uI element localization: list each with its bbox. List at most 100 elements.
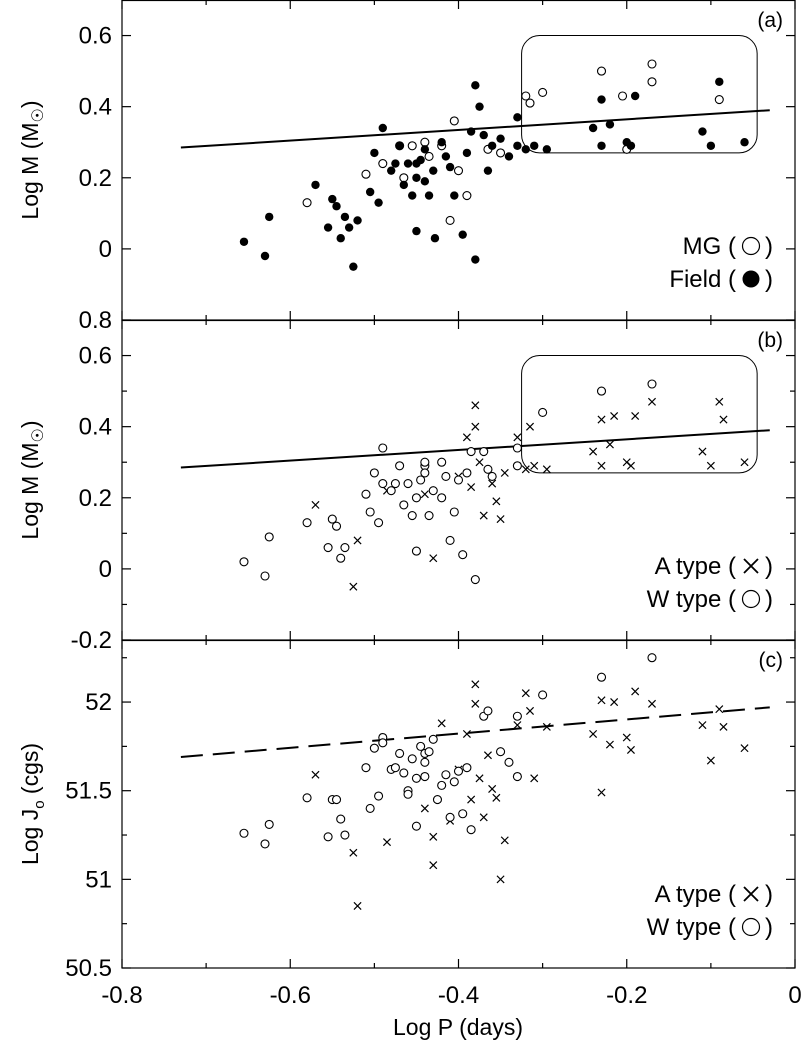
panel-c-a-type-point: [610, 698, 619, 707]
panel-a-field-point: [706, 141, 716, 150]
legend-filled-circle-icon: [742, 270, 760, 288]
panel-a-highlight-box: [521, 35, 758, 154]
panel-a-field-point: [466, 127, 476, 136]
panel-a-field-point: [597, 95, 606, 104]
panel-a-field-point: [740, 138, 749, 147]
panel-b-ytick-label: 0.6: [79, 343, 112, 370]
panel-b-w-type-point: [479, 447, 489, 457]
panel-a-field-point: [458, 230, 467, 239]
panel-a-field-point: [471, 255, 480, 264]
panel-b-w-type-point: [361, 489, 371, 499]
panel-c-a-type-point: [597, 788, 606, 797]
panel-a-field-point: [542, 145, 552, 154]
panel-b-w-type-point: [260, 571, 270, 581]
panel-a-mg-point: [617, 91, 628, 101]
panel-c-w-type-point: [365, 803, 375, 813]
panel-c-legend-label: W type (: [647, 914, 736, 941]
panel-c-w-type-point: [504, 757, 514, 767]
sun-symbol-icon: ☉: [30, 428, 47, 442]
panel-b-w-type-point: [458, 550, 468, 560]
panel-a-field-point: [605, 120, 615, 129]
panel-c-w-type-point: [496, 747, 506, 757]
panel-c-legend-close: ): [765, 914, 773, 941]
panel-a-field-point: [378, 123, 387, 133]
panel-c-w-type-point: [411, 773, 421, 783]
panel-c-a-type-point: [311, 770, 320, 779]
panel-c-a-type-point: [698, 721, 707, 730]
panel-b-w-type-point: [462, 468, 472, 478]
panel-b-w-type-point: [647, 379, 657, 389]
panel-a-field-point: [698, 127, 707, 136]
panel-a-legend-close: ): [765, 266, 773, 293]
panel-b-w-type-point: [483, 464, 493, 474]
panel-b-a-type-point: [349, 582, 358, 591]
panel-b-w-type-point: [399, 500, 409, 510]
panel-c-a-type-point: [542, 722, 551, 731]
panel-b-w-type-point: [512, 443, 522, 453]
panel-b-a-type-point: [610, 411, 619, 421]
panel-b-a-type-point: [471, 401, 480, 410]
panel-c-a-type-point: [467, 795, 476, 804]
panel-a-field-point: [336, 234, 345, 243]
panel-b-w-type-point: [302, 518, 312, 528]
panel-b-w-type-point: [365, 507, 375, 517]
panel-a-mg-point: [399, 173, 409, 183]
panel-c-w-type-point: [512, 711, 522, 721]
panel-a-mg-point: [420, 137, 430, 147]
panel-a-tag: (a): [757, 9, 783, 32]
panel-a-field-point: [332, 202, 341, 211]
panel-b-a-type-point: [513, 433, 522, 442]
panel-a-mg-point: [302, 198, 312, 208]
panel-a-field-point: [391, 159, 400, 168]
panel-a-field-point: [349, 262, 358, 271]
panel-b-w-type-point: [428, 486, 438, 496]
panel-a-fit-line: [180, 109, 770, 149]
ylabel-main: Log M (M: [17, 122, 43, 219]
panel-c-a-type-point: [622, 733, 631, 742]
panel-a-field-point: [429, 166, 438, 175]
panel-b-a-type-point: [698, 447, 707, 456]
panel-b-w-type-point: [441, 471, 451, 481]
panel-c-w-type-point: [483, 706, 493, 716]
panel-b-a-type-point: [719, 415, 728, 424]
panel-c-w-type-point: [420, 771, 430, 782]
panel-b-a-type-point: [500, 468, 509, 477]
panel-c-w-type-point: [445, 812, 455, 822]
panel-a-mg-point: [596, 66, 607, 76]
panel-b-a-type-point: [420, 490, 429, 499]
legend-cross-icon: [743, 558, 759, 574]
panel-c-a-type-point: [479, 813, 488, 822]
panel-b-w-type-point: [336, 553, 346, 563]
panel-c-w-type-point: [336, 814, 346, 824]
panel-b-w-type-point: [331, 521, 342, 531]
panel-a-field-point: [483, 166, 493, 175]
panel-b-w-type-point: [411, 546, 421, 556]
panel-a-field-point: [430, 234, 440, 243]
panel-a-ytick-label: 0.4: [79, 94, 112, 121]
panel-b-w-type-point: [386, 486, 396, 496]
panel-c-w-type-point: [378, 738, 388, 748]
panel-c-w-type-point: [512, 771, 522, 782]
panel-b-w-type-point: [327, 514, 337, 524]
panel-c-w-type-point: [369, 743, 379, 753]
panel-a-field-point: [487, 141, 497, 150]
panel-a-field-point: [513, 141, 522, 150]
panel-a-mg-point: [525, 98, 535, 108]
panel-a-mg-point: [462, 191, 472, 201]
panel-a-field-point: [323, 223, 333, 232]
panel-a-field-point: [408, 191, 417, 200]
panel-c-w-type-point: [424, 747, 434, 757]
panel-c-a-type-point: [471, 699, 480, 708]
panel-b-w-type-point: [453, 475, 464, 485]
panel-c-a-type-point: [626, 745, 635, 754]
panel-c-a-type-point: [715, 705, 724, 714]
panel-a-field-point: [475, 102, 484, 111]
ylabel-main: Log M (M: [17, 442, 43, 539]
panel-c-a-type-point: [647, 699, 657, 708]
panel-c-a-type-point: [589, 729, 598, 738]
panel-b-w-type-point: [445, 535, 455, 545]
panel-a-ytick-label: 0: [99, 236, 112, 263]
panel-a-field-point: [504, 152, 514, 161]
panel-b-a-type-point: [647, 397, 657, 406]
panel-c-a-type-point: [492, 793, 501, 802]
